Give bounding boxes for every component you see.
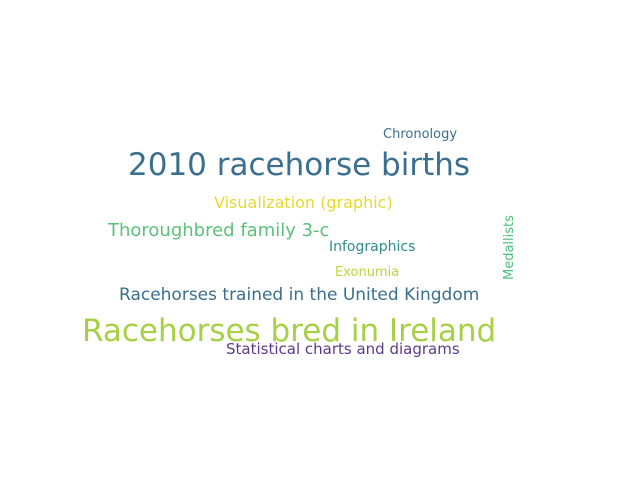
word-2010-racehorse-births: 2010 racehorse births <box>128 147 471 183</box>
word-infographics: Infographics <box>329 239 416 255</box>
word-chronology: Chronology <box>383 127 458 142</box>
word-racehorses-trained-uk: Racehorses trained in the United Kingdom <box>119 285 480 305</box>
word-thoroughbred-family: Thoroughbred family 3-c <box>108 220 330 241</box>
word-medallists: Medallists <box>502 215 517 280</box>
word-visualization-graphic: Visualization (graphic) <box>214 193 393 212</box>
word-racehorses-bred-in-ireland: Racehorses bred in Ireland <box>82 313 497 349</box>
word-statistical-charts: Statistical charts and diagrams <box>226 340 460 358</box>
word-exonumia: Exonumia <box>335 265 400 280</box>
